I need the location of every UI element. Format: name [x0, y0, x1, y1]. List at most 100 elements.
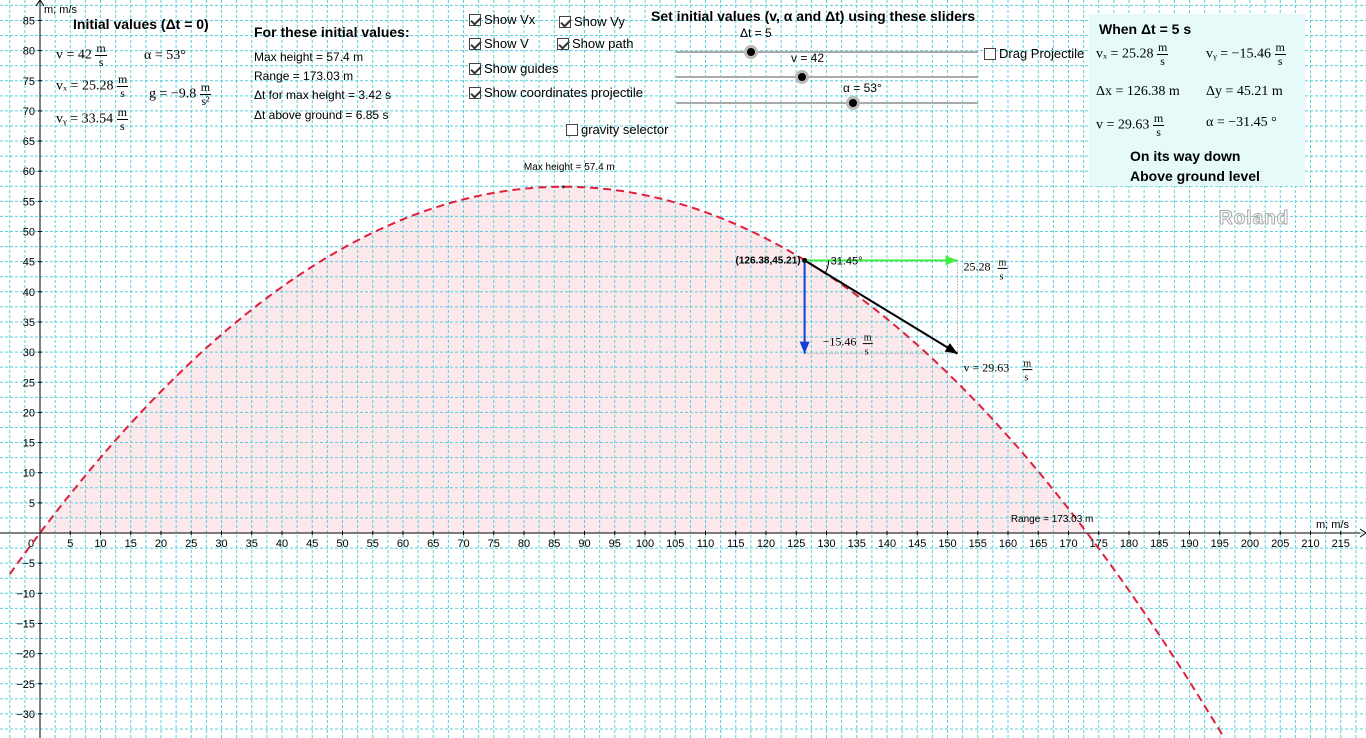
x-tick-label: 175 — [1090, 538, 1108, 550]
sliders-title: Set initial values (v, α and Δt) using t… — [651, 8, 976, 24]
show-vy-checkbox[interactable]: Show Vy — [559, 14, 625, 29]
x-tick-label: 120 — [757, 538, 775, 550]
svg-text:−15.46: −15.46 — [823, 335, 857, 349]
vx-vector-head — [945, 255, 958, 266]
show-guides-checkbox[interactable]: Show guides — [469, 61, 558, 76]
dt-max-height-text: Δt for max height = 3.42 s — [254, 88, 392, 102]
svg-text:m: m — [1023, 359, 1031, 370]
x-tick-label: 185 — [1150, 538, 1168, 550]
dt-slider-track[interactable] — [676, 51, 978, 53]
range-text: Range = 173.03 m — [254, 69, 354, 83]
results-title: When Δt = 5 s — [1099, 21, 1192, 37]
x-tick-label: 55 — [367, 538, 379, 550]
x-tick-label: 165 — [1029, 538, 1047, 550]
x-tick-label: 110 — [697, 538, 715, 550]
x-tick-label: 5 — [67, 538, 73, 550]
y-tick-label: 25 — [23, 377, 35, 389]
v-vector-head — [944, 343, 958, 354]
y-tick-label: 10 — [23, 468, 35, 480]
max-height-point — [561, 185, 565, 189]
x-tick-label: 200 — [1241, 538, 1259, 550]
x-tick-label: 100 — [636, 538, 654, 550]
y-tick-label: 30 — [23, 347, 35, 359]
y-tick-label: 85 — [23, 15, 35, 27]
x-tick-label: 25 — [185, 538, 197, 550]
x-axis-arrow — [1359, 528, 1366, 538]
x-tick-label: 205 — [1271, 538, 1289, 550]
y-tick-label: 60 — [23, 166, 35, 178]
x-tick-label: 95 — [609, 538, 621, 550]
alpha-slider-track[interactable] — [676, 102, 978, 104]
y-tick-label: 45 — [23, 257, 35, 269]
x-tick-label: 135 — [848, 538, 866, 550]
show-coordinates-checkbox[interactable]: Show coordinates projectile — [469, 85, 643, 100]
show-vx-checkbox[interactable]: Show Vx — [469, 12, 535, 27]
y-tick-label: 35 — [23, 317, 35, 329]
x-tick-label: 155 — [969, 538, 987, 550]
svg-text:25.28: 25.28 — [964, 259, 991, 273]
v-slider-label: v = 42 — [791, 51, 825, 65]
x-tick-label: 170 — [1059, 538, 1077, 550]
gravity-selector-checkbox[interactable]: gravity selector — [566, 122, 668, 137]
y-tick-label: −10 — [16, 588, 35, 600]
y-tick-label: −30 — [16, 709, 35, 721]
v-value-label: v = 29.63 ms — [964, 359, 1033, 384]
y-tick-label: 50 — [23, 227, 35, 239]
svg-text:m: m — [864, 333, 872, 344]
y-tick-label: 80 — [23, 46, 35, 58]
svg-text:s: s — [865, 347, 869, 358]
y-tick-label: 20 — [23, 407, 35, 419]
status-ground: Above ground level — [1130, 168, 1260, 184]
v-vector — [804, 259, 959, 355]
y-tick-label: 75 — [23, 76, 35, 88]
x-tick-label: 20 — [155, 538, 167, 550]
x-tick-label: 195 — [1211, 538, 1229, 550]
svg-text:s: s — [1024, 373, 1028, 384]
x-tick-label: 50 — [336, 538, 348, 550]
status-direction: On its way down — [1130, 148, 1241, 164]
svg-text:m: m — [999, 257, 1007, 268]
svg-text:s: s — [1000, 271, 1004, 282]
x-tick-label: 10 — [94, 538, 106, 550]
y-tick-label: −25 — [16, 679, 35, 691]
x-tick-label: 190 — [1180, 538, 1198, 550]
x-tick-label: 15 — [125, 538, 137, 550]
x-tick-label: 210 — [1301, 538, 1319, 550]
x-tick-label: 70 — [457, 538, 469, 550]
x-axis-label: m; m/s — [1316, 519, 1349, 531]
x-tick-label: 150 — [938, 538, 956, 550]
v-slider-track[interactable] — [676, 76, 978, 78]
drag-projectile-checkbox[interactable]: Drag Projectile — [984, 46, 1084, 61]
vy-value-label: −15.46 ms — [823, 333, 873, 358]
y-tick-label: 15 — [23, 438, 35, 450]
dt-ground-text: Δt above ground = 6.85 s — [254, 108, 389, 122]
initial-alpha: α = 53° — [144, 48, 186, 63]
origin-label: 0 — [28, 538, 34, 550]
dt-slider-knob[interactable] — [744, 45, 758, 59]
angle-label: 31.45° — [831, 255, 863, 267]
x-tick-label: 115 — [727, 538, 745, 550]
results-dx: Δx = 126.38 m — [1096, 84, 1180, 99]
x-tick-label: 85 — [548, 538, 560, 550]
x-tick-label: 60 — [397, 538, 409, 550]
projectile-coordinates-label: (126.38,45.21) — [736, 255, 801, 266]
x-tick-label: 30 — [215, 538, 227, 550]
alpha-slider-knob[interactable] — [846, 96, 860, 110]
y-axis-arrow — [35, 0, 45, 7]
svg-text:v = 29.63: v = 29.63 — [964, 361, 1010, 375]
v-slider-knob[interactable] — [795, 70, 809, 84]
roland-watermark: Roland — [1218, 208, 1290, 230]
show-v-checkbox[interactable]: Show V — [469, 36, 529, 51]
x-tick-label: 75 — [488, 538, 500, 550]
y-tick-label: 65 — [23, 136, 35, 148]
show-path-checkbox[interactable]: Show path — [557, 36, 633, 51]
vy-vector-head — [799, 341, 810, 354]
initial-values-title: Initial values (Δt = 0) — [73, 16, 209, 32]
